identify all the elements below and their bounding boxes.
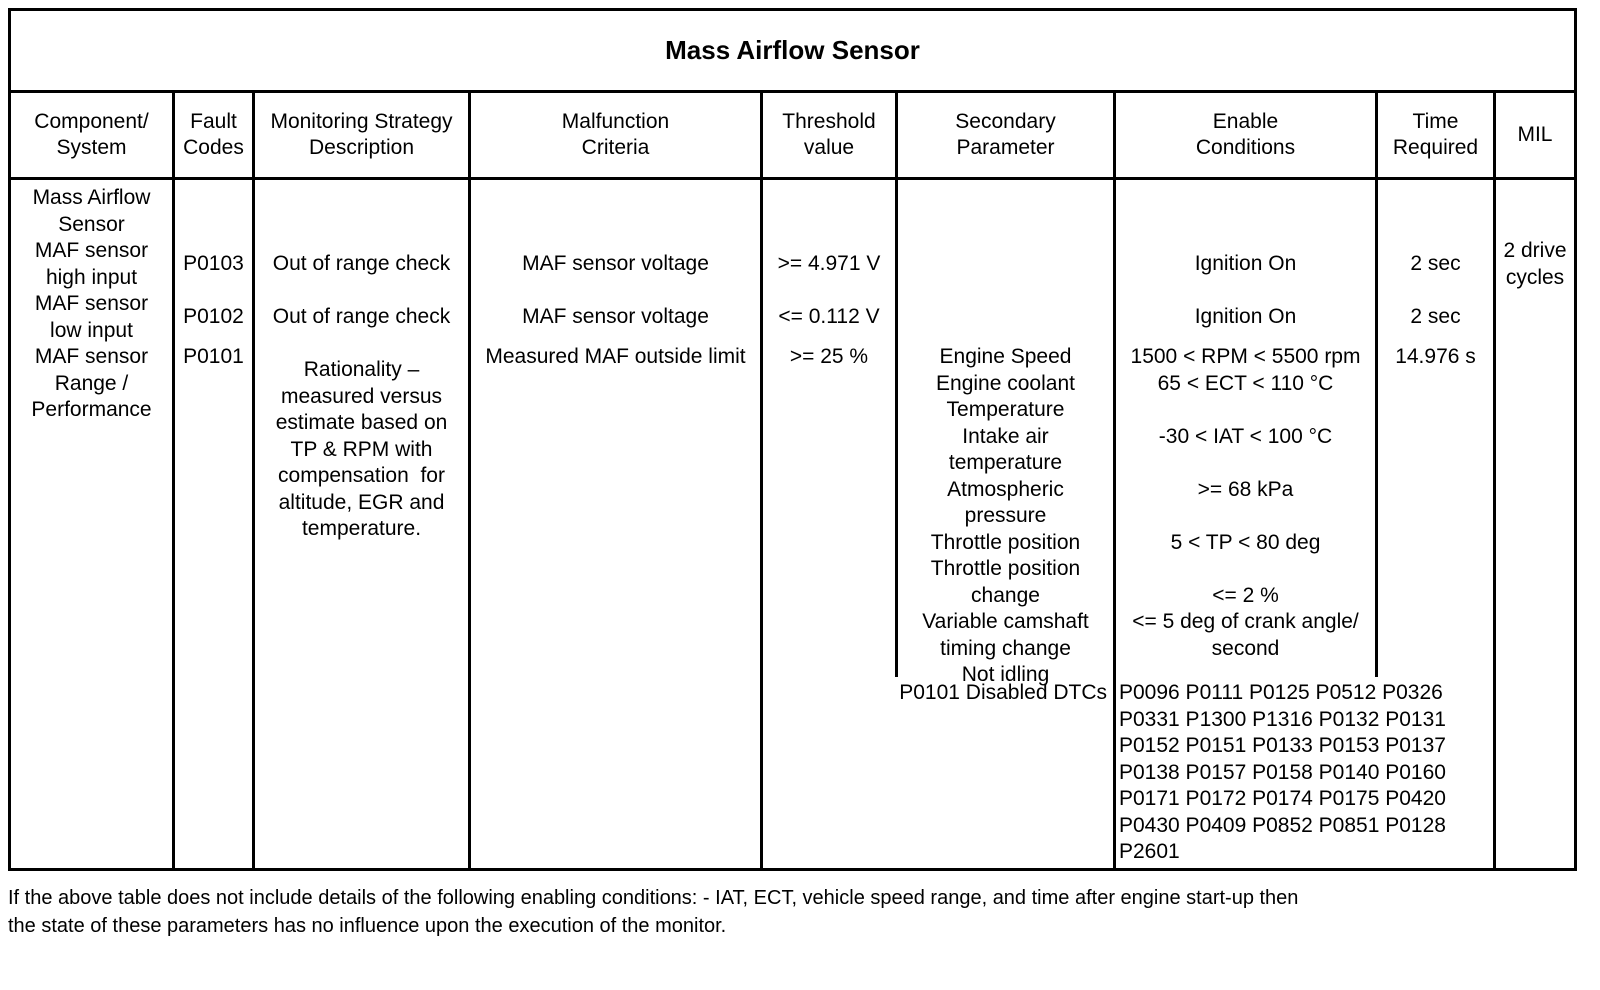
column-divider — [1113, 180, 1116, 868]
cell-malfunction-row2: MAF sensor voltage — [522, 305, 709, 328]
cell-secondary-parameters: Engine Speed Engine coolant Temperature Int… — [922, 345, 1089, 686]
cell-fault-code-p0102: P0102 — [183, 305, 244, 328]
table-title: Mass Airflow Sensor — [11, 11, 1574, 93]
column-divider — [172, 93, 175, 177]
cell-fault-code-p0101: P0101 — [183, 345, 244, 368]
column-divider — [895, 93, 898, 177]
header-fault-codes: Fault Codes — [183, 109, 244, 160]
cell-p0101-disabled-dtcs-label: P0101 Disabled DTCs — [899, 681, 1107, 704]
column-divider — [468, 180, 471, 868]
cell-monitoring-row1: Out of range check — [272, 252, 451, 275]
header-malfunction-criteria: Malfunction Criteria — [561, 109, 670, 160]
column-divider-partial — [895, 180, 898, 677]
header-component-system: Component/System — [34, 109, 149, 160]
cell-monitoring-row2: Out of range check — [272, 305, 451, 328]
column-divider — [760, 93, 763, 177]
cell-fault-code-p0103: P0103 — [183, 252, 244, 275]
column-divider — [1493, 180, 1496, 868]
cell-threshold-row2: <= 0.112 V — [778, 305, 880, 328]
header-mil: MIL — [1517, 122, 1553, 146]
table-body-row: Mass Airflow Sensor MAF sensor high input MA… — [11, 180, 1574, 868]
column-divider — [1375, 93, 1378, 177]
column-divider-partial — [1375, 180, 1378, 677]
cell-component-system: Mass Airflow Sensor MAF sensor high input MA… — [31, 186, 152, 421]
cell-mil: 2 drive cycles — [1503, 239, 1567, 289]
column-divider — [172, 180, 175, 868]
cell-malfunction-row1: MAF sensor voltage — [522, 252, 709, 275]
cell-threshold-row3: >= 25 % — [789, 345, 869, 368]
column-divider — [760, 180, 763, 868]
maf-monitor-table: Mass Airflow Sensor Component/System Fau… — [8, 8, 1577, 871]
cell-time-row3: 14.976 s — [1395, 345, 1476, 368]
header-time-required: Time Required — [1392, 109, 1479, 160]
header-enable-conditions: Enable Conditions — [1195, 109, 1296, 160]
column-divider — [1113, 93, 1116, 177]
cell-enable-row3: 1500 < RPM < 5500 rpm 65 < ECT < 110 °C -3… — [1130, 345, 1361, 660]
header-threshold-value: Threshold value — [782, 109, 876, 160]
cell-enable-row1: Ignition On — [1194, 252, 1297, 275]
footnote: If the above table does not include deta… — [8, 887, 1299, 937]
cell-monitoring-row3: Rationality – measured versus estimate bas… — [275, 358, 448, 540]
cell-enable-row2: Ignition On — [1194, 305, 1297, 328]
cell-disabled-dtc-list: P0096 P0111 P0125 P0512 P0326 P0331 P1300… — [1119, 681, 1446, 863]
cell-threshold-row1: >= 4.971 V — [777, 252, 881, 275]
column-divider — [252, 180, 255, 868]
column-divider — [252, 93, 255, 177]
cell-time-row1: 2 sec — [1410, 252, 1461, 275]
column-divider — [468, 93, 471, 177]
header-secondary-parameter: Secondary Parameter — [955, 109, 1056, 160]
table-header-row: Component/System Fault Codes Monitoring S… — [11, 93, 1574, 180]
cell-time-row2: 2 sec — [1410, 305, 1461, 328]
header-monitoring-strategy: Monitoring Strategy Description — [270, 109, 453, 160]
column-divider — [1493, 93, 1496, 177]
cell-malfunction-row3: Measured MAF outside limit — [485, 345, 746, 368]
